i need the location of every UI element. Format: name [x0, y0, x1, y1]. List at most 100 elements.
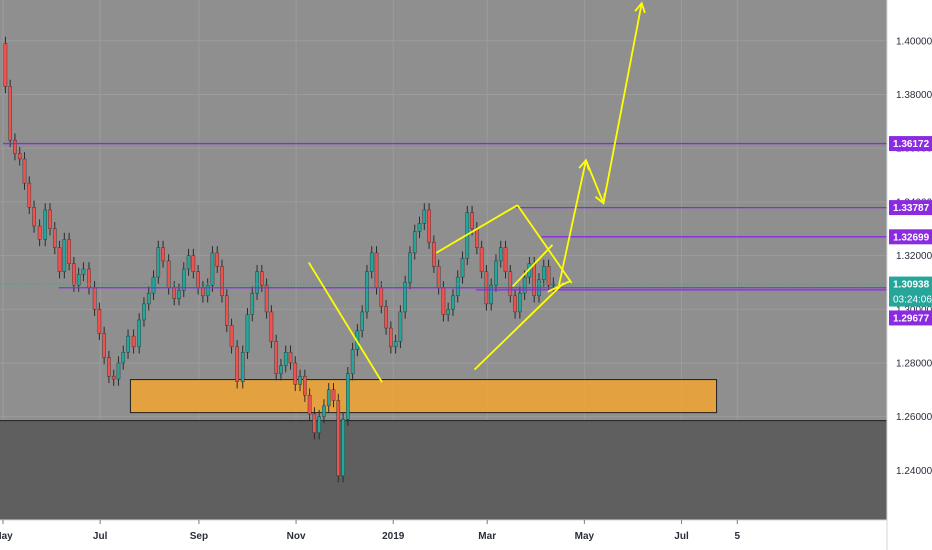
candle-body — [87, 268, 91, 288]
candle-body — [274, 341, 278, 374]
candle-body — [288, 352, 293, 364]
candle-body — [398, 311, 403, 342]
candle-body — [408, 252, 412, 283]
price-level-tag-label: 1.33787 — [893, 203, 930, 214]
candle-body — [303, 376, 307, 396]
candle-body — [186, 255, 191, 270]
candle-body — [451, 295, 455, 310]
projection-arrow-head — [594, 192, 606, 205]
candle-body — [312, 413, 317, 433]
time-axis-background[interactable] — [0, 520, 887, 550]
trend-line — [547, 280, 571, 293]
candle-body — [107, 357, 111, 377]
candle-body — [205, 284, 210, 297]
candle-body — [76, 274, 81, 286]
candle-body — [427, 209, 431, 243]
projection-arrow-head — [634, 1, 646, 14]
candle-body — [156, 247, 161, 278]
candle-body — [551, 283, 556, 286]
candle-countdown-label: 03:24:06 — [893, 295, 932, 306]
price-level-tag-label: 1.36172 — [893, 139, 930, 150]
candle-body — [191, 255, 196, 272]
candle-body — [489, 284, 493, 305]
candle-body — [379, 287, 384, 307]
candle-body — [384, 306, 388, 329]
candle-body — [350, 349, 355, 374]
candle-body — [177, 290, 181, 299]
candle-body — [3, 43, 8, 87]
candle-body — [161, 247, 165, 262]
candle-body — [97, 309, 102, 334]
candle-body — [201, 287, 205, 297]
candle-body — [417, 223, 422, 232]
candle-body — [229, 325, 234, 348]
trend-line — [473, 282, 565, 371]
candle-body — [422, 209, 427, 224]
candle-body — [360, 311, 364, 331]
candle-body — [460, 258, 465, 278]
candle-body — [260, 271, 264, 286]
candle-body — [518, 292, 522, 313]
support-zone-rect — [129, 379, 718, 414]
price-tick-label: 1.32000 — [896, 251, 932, 262]
candle-body — [432, 241, 436, 267]
candle-body — [283, 352, 288, 366]
candle-body — [374, 252, 379, 288]
candle-body — [111, 376, 116, 380]
price-axis-background[interactable] — [887, 0, 932, 550]
candle-body — [62, 239, 67, 272]
candle-body — [196, 271, 200, 288]
projection-arrow — [558, 1, 646, 286]
price-level-tag — [889, 136, 932, 152]
candle-body — [72, 263, 76, 286]
candle-body — [441, 287, 446, 315]
candle-body — [37, 225, 42, 240]
candle-body — [403, 282, 407, 313]
candle-body — [307, 394, 312, 415]
candle-body — [215, 252, 220, 267]
candle-body — [317, 416, 321, 433]
time-tick-label: Jul — [93, 531, 108, 542]
projection-arrow-head — [578, 158, 590, 171]
price-level-tag-label: 1.29677 — [893, 313, 930, 324]
candle-body — [151, 276, 156, 294]
candle-body — [67, 239, 71, 264]
candle-body — [331, 389, 336, 401]
candle-body — [255, 271, 259, 294]
candle-body — [322, 405, 326, 417]
candle-body — [142, 303, 146, 321]
price-tick-label: 1.38000 — [896, 90, 932, 101]
candle-body — [121, 352, 126, 364]
candle-body — [522, 276, 527, 294]
price-axis-tags: 1.361721.337871.326991.307221.296771.309… — [889, 136, 932, 326]
candle-body — [235, 346, 239, 382]
price-tick-label: 1.30000 — [896, 305, 932, 316]
trend-line — [435, 204, 518, 254]
trend-line — [512, 244, 554, 288]
candle-body — [126, 335, 130, 353]
candle-body — [137, 319, 141, 348]
time-tick-label: May — [0, 531, 13, 542]
price-tick-label: 1.26000 — [896, 412, 932, 423]
candle-body — [475, 228, 479, 248]
candle-body — [131, 335, 136, 348]
time-axis-ticks: May Jul Sep Nov 2019 Mar May Jul 5 — [0, 520, 740, 542]
candle-body — [52, 228, 57, 248]
candle-body — [32, 207, 36, 227]
candle-body — [298, 376, 302, 385]
candle-body — [57, 247, 62, 272]
candle-body — [48, 209, 52, 229]
candle-body — [27, 182, 32, 208]
candle-body — [220, 266, 224, 297]
candle-body — [393, 341, 398, 348]
candle-body — [92, 287, 97, 310]
candle-body — [172, 287, 177, 299]
candle-body — [546, 266, 551, 286]
candle-body — [293, 362, 298, 385]
candle-body — [8, 86, 12, 141]
candle-body — [17, 153, 22, 160]
price-series — [3, 36, 556, 483]
candle-body — [446, 309, 450, 315]
price-level-tag — [889, 229, 932, 245]
